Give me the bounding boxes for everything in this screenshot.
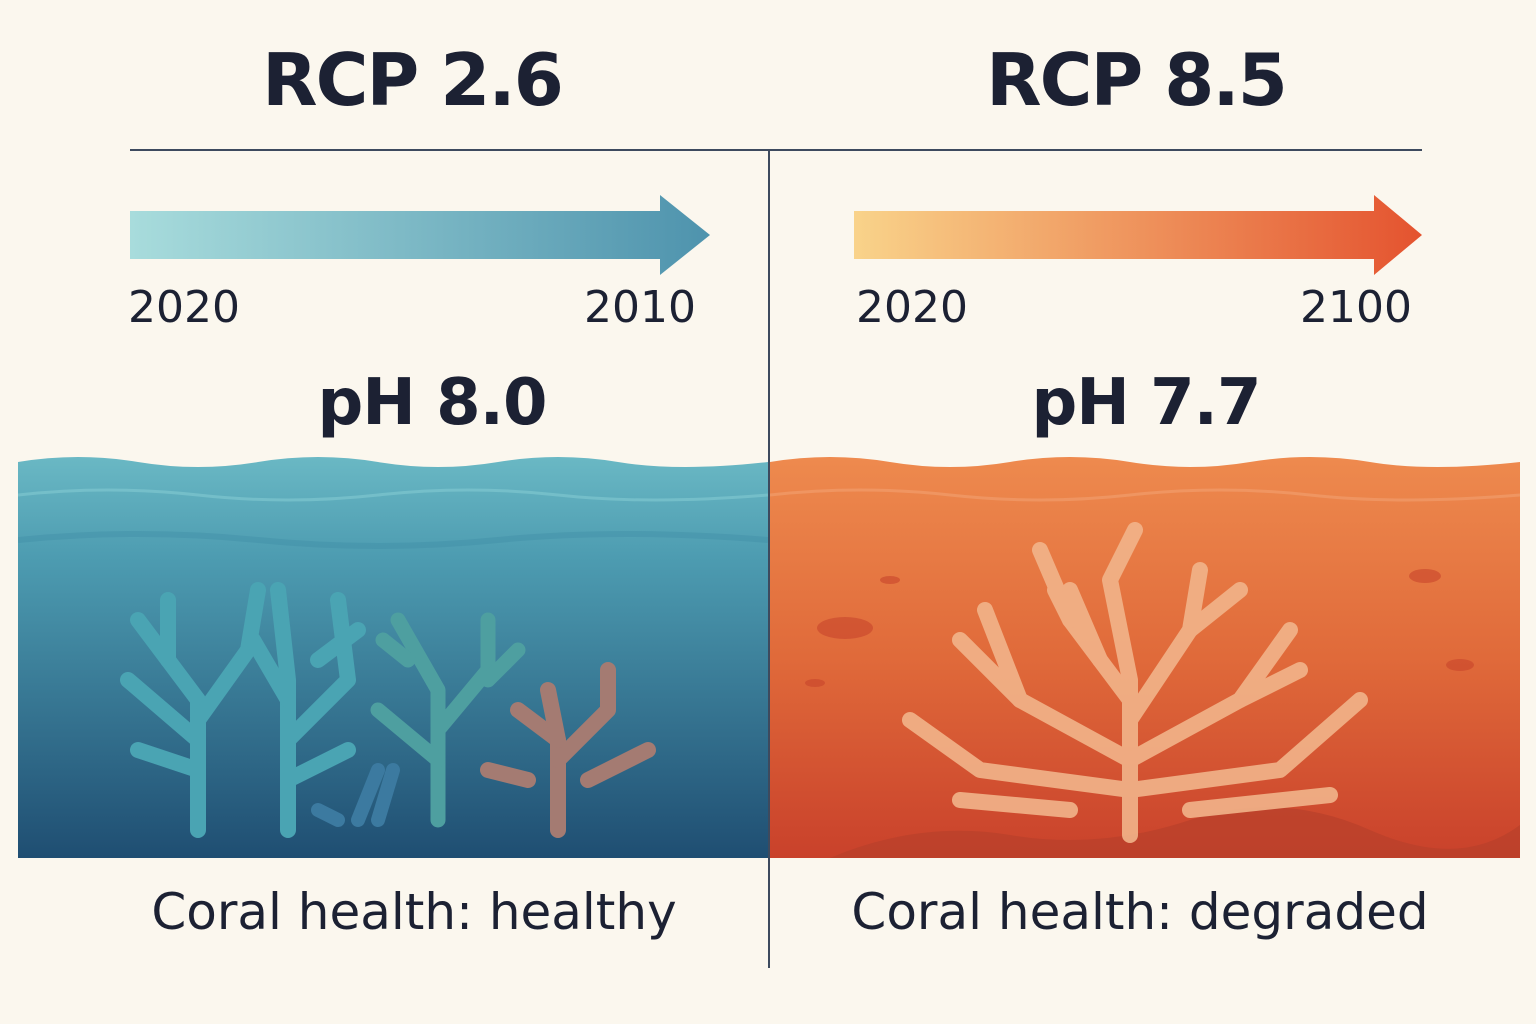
- timeline-arrow-rcp85: [854, 195, 1422, 275]
- scenario-title-rcp85: RCP 8.5: [986, 38, 1288, 122]
- coral-health-rcp85: Coral health: degraded: [851, 883, 1429, 941]
- start-year-rcp26: 2020: [128, 282, 240, 333]
- end-year-rcp85: 2100: [1300, 282, 1412, 333]
- end-year-rcp26: 2010: [584, 282, 696, 333]
- center-divider: [768, 150, 770, 968]
- ph-value-rcp85: pH 7.7: [1031, 366, 1261, 440]
- scenario-title-rcp26: RCP 2.6: [262, 38, 564, 122]
- ph-value-rcp26: pH 8.0: [317, 366, 547, 440]
- coral-health-rcp26: Coral health: healthy: [151, 883, 677, 941]
- ocean-panel-healthy: [18, 457, 768, 858]
- fish-icon: [805, 569, 1474, 687]
- ocean-panel-degraded: [770, 457, 1520, 858]
- timeline-arrow-rcp26: [130, 195, 710, 275]
- start-year-rcp85: 2020: [856, 282, 968, 333]
- header-divider: [130, 149, 1422, 151]
- coral-icon: [120, 582, 656, 838]
- coral-icon: [902, 522, 1368, 843]
